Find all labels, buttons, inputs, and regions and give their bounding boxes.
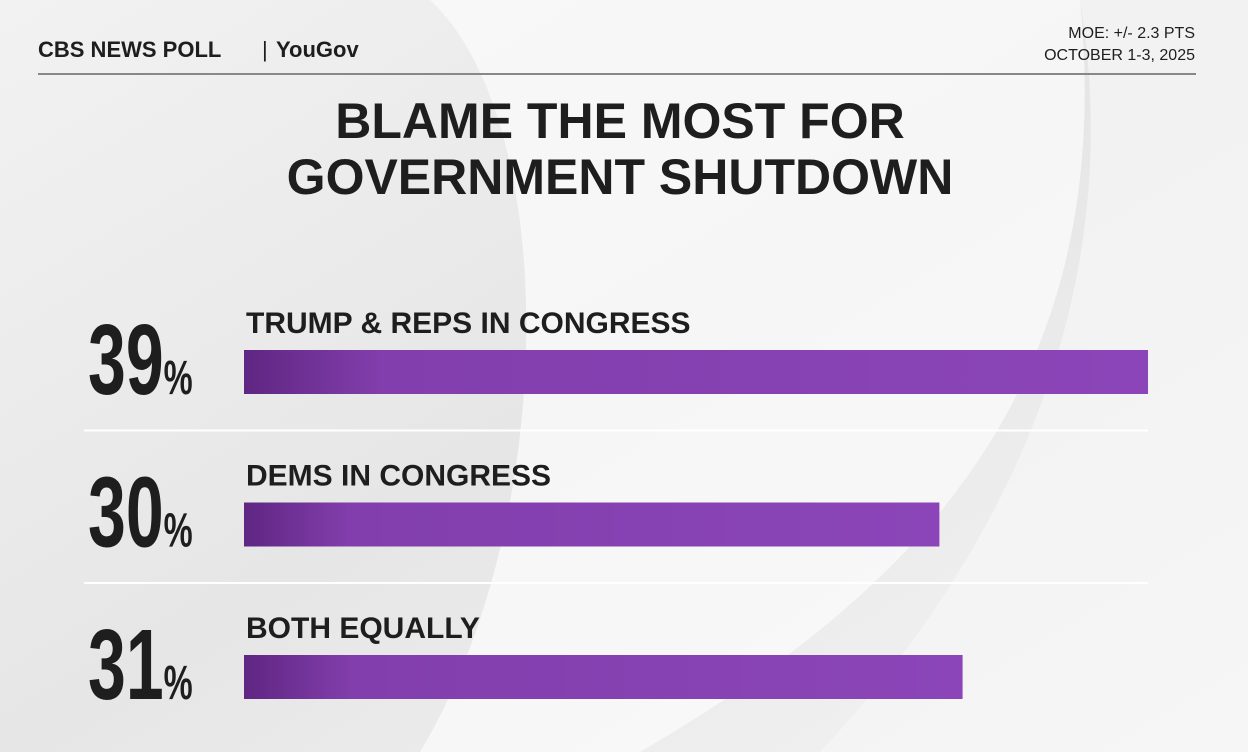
value-label: 31% — [88, 610, 193, 721]
bar-shade — [244, 350, 1149, 394]
moe: MOE: +/- 2.3 PTS — [1068, 25, 1195, 42]
source: CBS NEWS POLL — [38, 37, 221, 62]
chart-title: BLAME THE MOST FOR — [335, 93, 904, 149]
chart-title: GOVERNMENT SHUTDOWN — [287, 149, 954, 205]
value-label-group: 30% — [88, 458, 193, 569]
bar-shade — [244, 655, 963, 699]
date: OCTOBER 1-3, 2025 — [1044, 47, 1195, 64]
bar-shade — [244, 502, 940, 547]
category-label: DEMS IN CONGRESS — [246, 460, 551, 493]
category-label: TRUMP & REPS IN CONGRESS — [246, 307, 691, 340]
value-label: 30% — [88, 458, 193, 569]
partner: YouGov — [276, 37, 359, 62]
background-swoosh — [820, 0, 1248, 752]
value-label-group: 31% — [88, 610, 193, 721]
value-label-group: 39% — [88, 305, 193, 416]
divider: | — [262, 37, 268, 62]
category-label: BOTH EQUALLY — [246, 612, 480, 645]
value-label: 39% — [88, 305, 193, 416]
